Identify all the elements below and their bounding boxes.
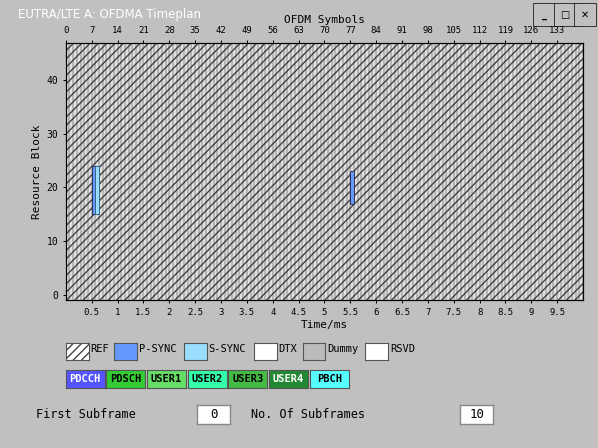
Text: DTX: DTX <box>279 344 297 353</box>
Bar <box>350 171 354 203</box>
Text: Dummy: Dummy <box>327 344 358 353</box>
Y-axis label: Resource Block: Resource Block <box>32 124 42 219</box>
Text: PDCCH: PDCCH <box>69 374 101 383</box>
Bar <box>91 166 95 214</box>
X-axis label: Time/ms: Time/ms <box>301 319 348 330</box>
Text: P-SYNC: P-SYNC <box>139 344 176 353</box>
Text: First Subframe: First Subframe <box>36 408 136 421</box>
Text: PBCH: PBCH <box>317 374 341 383</box>
Text: No. Of Subframes: No. Of Subframes <box>251 408 365 421</box>
Bar <box>574 3 596 26</box>
Text: _: _ <box>542 9 547 20</box>
Bar <box>533 3 555 26</box>
Text: EUTRA/LTE A: OFDMA Timeplan: EUTRA/LTE A: OFDMA Timeplan <box>18 8 201 21</box>
Text: PDSCH: PDSCH <box>110 374 142 383</box>
Text: USER1: USER1 <box>151 374 182 383</box>
X-axis label: OFDM Symbols: OFDM Symbols <box>284 15 365 25</box>
Text: 0: 0 <box>210 408 218 421</box>
Text: □: □ <box>560 9 570 20</box>
Text: RSVD: RSVD <box>390 344 415 353</box>
Text: USER2: USER2 <box>191 374 223 383</box>
Text: S-SYNC: S-SYNC <box>209 344 246 353</box>
Text: ✕: ✕ <box>581 9 589 20</box>
Text: REF: REF <box>90 344 109 353</box>
Bar <box>95 166 99 214</box>
Text: USER4: USER4 <box>273 374 304 383</box>
Text: USER3: USER3 <box>232 374 264 383</box>
Text: 10: 10 <box>469 408 484 421</box>
Bar <box>554 3 576 26</box>
